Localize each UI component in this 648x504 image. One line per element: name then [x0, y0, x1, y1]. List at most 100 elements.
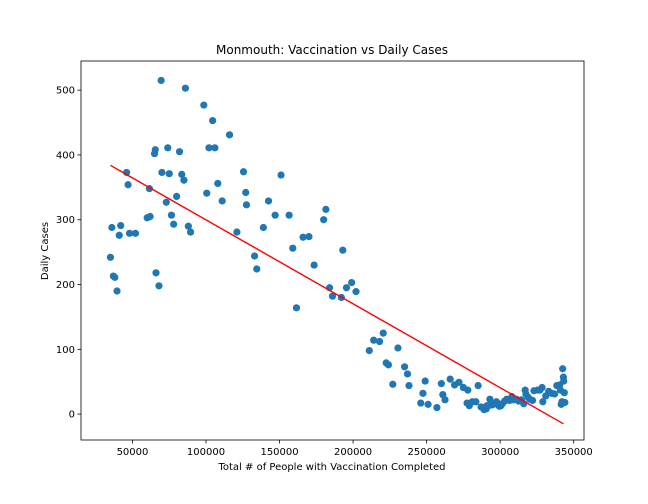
data-point: [384, 361, 392, 369]
y-axis: 0 100 200 300 400 500: [56, 86, 81, 421]
data-point: [271, 211, 279, 219]
x-tick-label: 350000: [555, 447, 593, 458]
data-point: [115, 231, 123, 239]
data-point: [370, 336, 378, 344]
chart-title: Monmouth: Vaccination vs Daily Cases: [216, 43, 448, 57]
data-point: [389, 380, 397, 388]
data-point: [164, 144, 172, 152]
data-point: [299, 233, 307, 241]
data-point: [253, 265, 261, 273]
data-point: [352, 288, 360, 296]
data-point: [184, 222, 192, 230]
data-point: [108, 223, 116, 232]
data-point: [186, 228, 195, 236]
data-point: [264, 197, 273, 205]
data-point: [446, 375, 454, 383]
data-point: [200, 101, 208, 109]
x-tick-label: 300000: [481, 447, 519, 458]
x-axis: 50000 100000 150000 200000 250000 300000 35000…: [117, 440, 593, 458]
data-point: [259, 223, 267, 232]
x-tick-label: 100000: [187, 447, 225, 458]
data-point: [111, 273, 119, 281]
data-point: [203, 189, 211, 197]
data-point: [421, 377, 429, 385]
data-point: [375, 337, 384, 346]
data-point: [455, 378, 463, 386]
data-point: [124, 181, 132, 189]
y-tick-label: 200: [56, 280, 75, 291]
plot-area: [80, 60, 585, 441]
data-point: [320, 216, 328, 224]
data-point: [233, 228, 241, 236]
x-tick-label: 50000: [117, 447, 149, 458]
data-point: [277, 171, 285, 179]
y-tick-label: 400: [56, 150, 75, 161]
points-layer: [106, 76, 569, 414]
data-point: [405, 381, 413, 390]
data-point: [178, 170, 186, 178]
data-point: [365, 346, 373, 355]
data-point: [441, 396, 449, 404]
data-point: [437, 380, 445, 388]
data-point: [152, 269, 160, 277]
data-point: [117, 221, 125, 230]
data-point: [394, 344, 402, 352]
data-point: [131, 229, 140, 237]
data-point: [305, 232, 313, 241]
data-point: [250, 252, 259, 260]
data-point: [285, 211, 293, 219]
data-point: [339, 246, 347, 254]
data-point: [218, 197, 226, 205]
data-point: [464, 386, 472, 394]
data-point: [157, 76, 165, 85]
x-tick-label: 150000: [260, 447, 298, 458]
data-point: [472, 398, 480, 406]
data-point: [348, 278, 356, 287]
data-point: [175, 148, 184, 156]
x-tick-label: 250000: [408, 447, 446, 458]
data-point: [550, 390, 559, 398]
data-point: [162, 198, 170, 206]
y-tick-label: 0: [69, 410, 75, 421]
data-point: [209, 117, 217, 125]
data-point: [474, 381, 482, 390]
data-point: [559, 365, 567, 373]
data-point: [180, 176, 188, 184]
data-point: [417, 399, 425, 407]
data-point: [561, 398, 569, 407]
data-point: [528, 396, 537, 405]
x-tick-label: 200000: [334, 447, 372, 458]
trendline-layer: [110, 164, 564, 425]
data-point: [292, 304, 301, 312]
data-point: [560, 389, 568, 397]
data-point: [403, 370, 412, 378]
data-point: [310, 261, 318, 269]
data-point: [170, 220, 178, 228]
data-point: [106, 253, 115, 261]
data-point: [225, 131, 234, 139]
x-axis-title: Total # of People with Vaccination Compl…: [217, 462, 445, 473]
data-point: [322, 205, 330, 213]
data-point: [289, 244, 297, 252]
data-point: [165, 170, 173, 178]
data-point: [158, 168, 166, 177]
y-tick-label: 300: [56, 215, 75, 226]
data-point: [242, 188, 250, 197]
data-point: [433, 404, 441, 412]
data-point: [424, 400, 432, 408]
data-point: [214, 179, 222, 188]
data-point: [181, 84, 190, 92]
data-point: [400, 363, 409, 371]
data-point: [172, 192, 181, 201]
data-point: [151, 146, 159, 154]
trendline: [110, 164, 564, 425]
data-point: [211, 144, 219, 152]
data-point: [419, 389, 427, 397]
data-point: [379, 329, 387, 337]
data-point: [113, 287, 121, 295]
y-axis-title: Daily Cases: [40, 222, 51, 280]
data-point: [328, 292, 337, 300]
data-point: [539, 398, 547, 406]
